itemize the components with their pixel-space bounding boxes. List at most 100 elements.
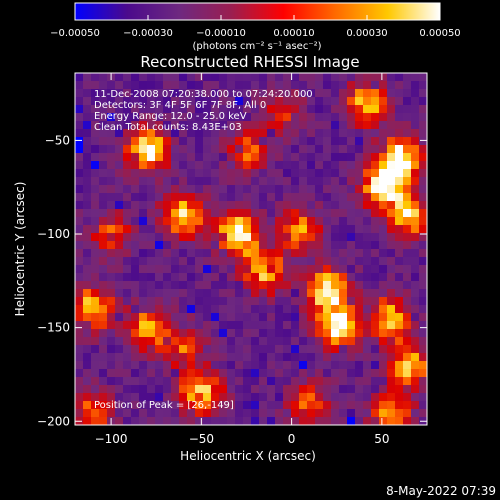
heatmap-cell <box>299 145 308 154</box>
heatmap-cell <box>251 121 260 130</box>
heatmap-cell <box>299 377 308 386</box>
heatmap-cell <box>315 265 324 274</box>
heatmap-cell <box>139 385 148 394</box>
heatmap-cell <box>267 129 276 138</box>
heatmap-cell <box>411 417 420 425</box>
heatmap-cell <box>115 401 124 410</box>
heatmap-cell <box>179 297 188 306</box>
heatmap-cell <box>123 297 132 306</box>
heatmap-cell <box>243 129 252 138</box>
heatmap-cell <box>139 289 148 298</box>
heatmap-cell <box>179 393 188 402</box>
annotation-clean-counts: Clean Total counts: 8.43E+03 <box>94 122 242 133</box>
heatmap-cell <box>235 297 244 306</box>
heatmap-cell <box>307 297 316 306</box>
heatmap-cell <box>75 193 84 202</box>
heatmap-cell <box>171 321 180 330</box>
heatmap-cell <box>131 417 140 425</box>
heatmap-cell <box>323 305 332 314</box>
heatmap-cell <box>91 265 100 274</box>
heatmap-cell <box>299 297 308 306</box>
heatmap-cell <box>355 353 364 362</box>
heatmap-cell <box>395 113 404 122</box>
heatmap-cell <box>147 393 156 402</box>
heatmap-cell <box>91 105 100 114</box>
heatmap-cell <box>307 385 316 394</box>
heatmap-cell <box>315 97 324 106</box>
heatmap-cell <box>123 377 132 386</box>
heatmap-cell <box>155 401 164 410</box>
heatmap-cell <box>179 105 188 114</box>
heatmap-cell <box>363 225 372 234</box>
heatmap-cell <box>347 233 356 242</box>
y-axis-tick-label: −50 <box>45 133 70 147</box>
heatmap-cell <box>379 225 388 234</box>
heatmap-cell <box>171 417 180 425</box>
heatmap-cell <box>275 241 284 250</box>
heatmap-cell <box>299 241 308 250</box>
heatmap-cell <box>243 305 252 314</box>
heatmap-cell <box>99 121 108 130</box>
heatmap-cell <box>395 265 404 274</box>
heatmap-cell <box>211 185 220 194</box>
heatmap-cell <box>211 385 220 394</box>
heatmap-cell <box>171 249 180 258</box>
heatmap-cell <box>387 265 396 274</box>
heatmap-cell <box>227 257 236 266</box>
heatmap-cell <box>379 257 388 266</box>
heatmap-cell <box>211 209 220 218</box>
heatmap-cell <box>147 113 156 122</box>
heatmap-cell <box>387 329 396 338</box>
heatmap-cell <box>195 81 204 90</box>
heatmap-cell <box>419 201 427 210</box>
heatmap-cell <box>339 345 348 354</box>
heatmap-cell <box>259 161 268 170</box>
heatmap-cell <box>115 97 124 106</box>
heatmap-cell <box>115 137 124 146</box>
heatmap-cell <box>259 361 268 370</box>
heatmap-cell <box>339 177 348 186</box>
heatmap-cell <box>203 121 212 130</box>
heatmap-cell <box>99 281 108 290</box>
heatmap-cell <box>107 289 116 298</box>
heatmap-cell <box>139 201 148 210</box>
heatmap-cell <box>139 209 148 218</box>
heatmap-cell <box>291 113 300 122</box>
heatmap-cell <box>315 81 324 90</box>
heatmap-cell <box>259 233 268 242</box>
heatmap-cell <box>83 265 92 274</box>
heatmap-cell <box>395 217 404 226</box>
heatmap-cell <box>355 329 364 338</box>
heatmap-cell <box>219 321 228 330</box>
heatmap-cell <box>227 129 236 138</box>
heatmap-cell <box>251 193 260 202</box>
heatmap-cell <box>323 353 332 362</box>
heatmap-cell <box>403 289 412 298</box>
heatmap-cell <box>283 329 292 338</box>
heatmap-cell <box>139 361 148 370</box>
heatmap-cell <box>339 201 348 210</box>
heatmap-cell <box>203 193 212 202</box>
heatmap-cell <box>195 249 204 258</box>
heatmap-cell <box>259 113 268 122</box>
heatmap-cell <box>299 265 308 274</box>
heatmap-cell <box>411 369 420 378</box>
heatmap-cell <box>275 313 284 322</box>
heatmap-cell <box>371 145 380 154</box>
heatmap-cell <box>171 361 180 370</box>
heatmap-cell <box>411 105 420 114</box>
heatmap-cell <box>395 345 404 354</box>
heatmap-cell <box>371 337 380 346</box>
heatmap-cell <box>163 185 172 194</box>
heatmap-cell <box>187 217 196 226</box>
heatmap-cell <box>323 369 332 378</box>
heatmap-cell <box>227 121 236 130</box>
heatmap-cell <box>147 249 156 258</box>
heatmap-cell <box>307 89 316 98</box>
heatmap-cell <box>395 209 404 218</box>
heatmap-cell <box>211 73 220 82</box>
heatmap-cell <box>179 161 188 170</box>
heatmap-cell <box>283 361 292 370</box>
heatmap-cell <box>411 257 420 266</box>
heatmap-cell <box>291 177 300 186</box>
